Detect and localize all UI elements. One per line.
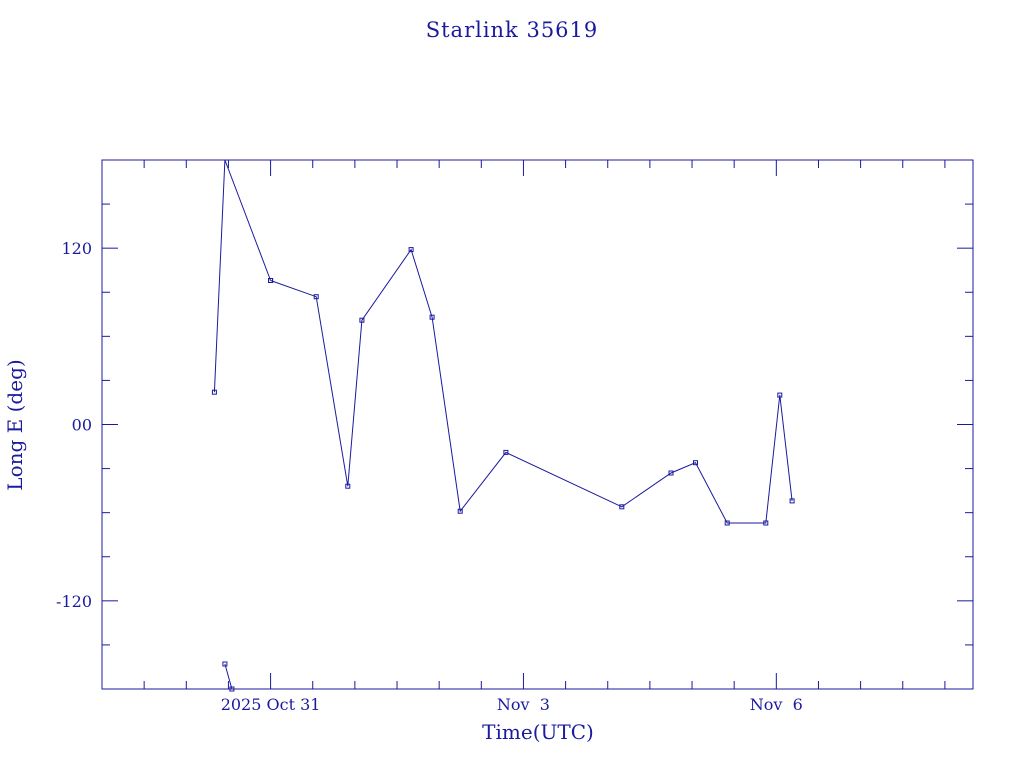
series-line: [213, 159, 272, 393]
data-point: [724, 520, 730, 526]
data-point: [763, 520, 769, 526]
x-tick-label: 2025 Oct 31: [221, 695, 321, 714]
data-point: [222, 661, 228, 667]
data-point: [789, 498, 795, 504]
data-point: [503, 449, 509, 455]
y-tick-label: 00: [72, 416, 92, 435]
axis-ticks: [102, 160, 973, 689]
series-line: [270, 248, 793, 524]
data-point: [777, 392, 783, 398]
data-point: [229, 686, 235, 692]
series-line: [224, 663, 233, 690]
tick-labels: 120 00 -120 2025 Oct 31 Nov 3 Nov 6: [56, 239, 803, 714]
data-point: [313, 294, 319, 300]
x-tick-label: Nov 3: [497, 695, 550, 714]
data-point: [693, 460, 698, 466]
y-tick-label: -120: [56, 592, 92, 611]
data-point: [268, 278, 274, 283]
data-point: [668, 470, 674, 476]
y-axis-label: Long E (deg): [3, 359, 27, 490]
series-lines: [213, 159, 793, 690]
x-tick-label: Nov 6: [750, 695, 803, 714]
x-axis-label: Time(UTC): [482, 720, 594, 744]
data-point: [345, 483, 351, 489]
y-tick-label: 120: [61, 239, 92, 258]
data-point: [211, 389, 217, 395]
data-point: [429, 314, 435, 320]
plot-frame: [101, 159, 974, 690]
data-point: [408, 247, 414, 253]
chart-title: Starlink 35619: [426, 18, 599, 42]
data-point: [359, 317, 365, 323]
data-point: [619, 504, 625, 510]
data-point: [457, 508, 463, 514]
data-markers: [211, 247, 795, 692]
